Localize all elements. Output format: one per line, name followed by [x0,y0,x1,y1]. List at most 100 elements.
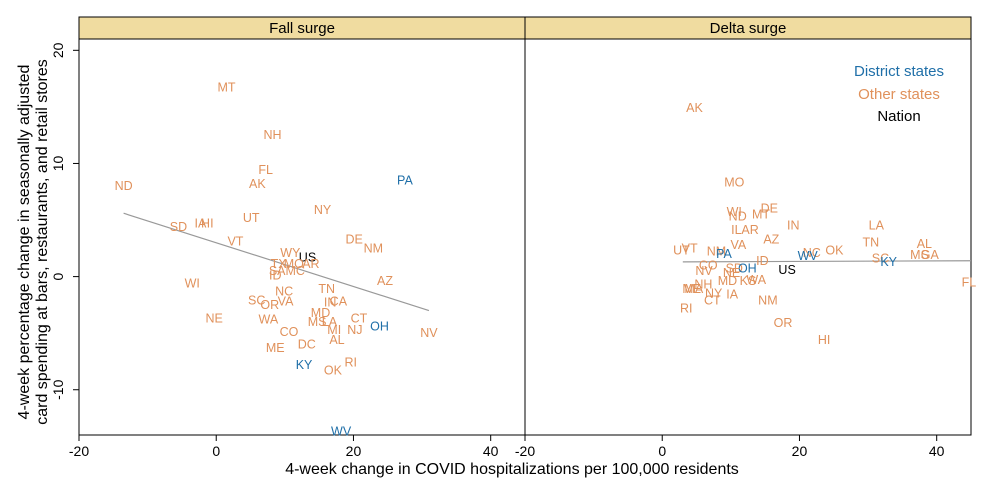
point-label-la: LA [322,315,338,329]
point-label-wa: WA [746,273,766,287]
legend: District states Other states Nation [854,63,944,125]
plot-area-fall [78,38,526,436]
x-tick-label: -20 [69,443,89,459]
point-label-ct: CT [351,311,368,325]
point-label-nh: NH [263,128,281,142]
point-label-ct: CT [704,293,721,307]
point-label-nj: NJ [347,323,362,337]
point-label-nc: NC [803,246,821,260]
point-label-nm: NM [364,241,383,255]
point-label-ma: MA [684,282,703,296]
point-label-tn: TN [862,236,879,250]
point-label-va: VA [278,294,294,308]
point-label-nv: NV [420,326,438,340]
point-label-mt: MT [217,81,235,95]
plot-area-delta [524,38,972,436]
point-label-sd: SD [170,220,187,234]
point-label-az: AZ [377,274,393,288]
y-axis-ticks: -10 0 10 20 [50,42,79,400]
point-label-wy: WY [280,246,301,260]
legend-district: District states [854,63,944,80]
point-label-al: AL [917,237,932,251]
point-label-nd: ND [729,210,747,224]
fit-line [682,260,972,263]
x-axis-ticks-delta: -20 0 20 40 [515,435,945,459]
point-label-wi: WI [727,205,742,219]
point-label-or: OR [774,316,793,330]
point-label-ky: KY [880,255,897,269]
point-label-wi: WI [185,276,200,290]
point-label-nm: NM [707,245,726,259]
point-label-vt: VT [682,241,698,255]
point-label-la: LA [869,219,885,233]
point-label-ut: UT [243,211,260,225]
point-label-mt: MT [752,207,770,221]
point-label-in: IN [324,296,337,310]
point-label-me: ME [266,341,285,355]
point-label-nh: NH [694,278,712,292]
point-label-hi: HI [818,333,831,347]
point-label-us: US [778,263,795,277]
point-label-ne: NE [723,266,740,280]
point-label-wv: WV [798,249,819,263]
point-label-ri: RI [680,301,693,315]
y-tick-label: 20 [50,42,66,58]
point-label-dc: DC [298,337,316,351]
x-tick-label: 40 [483,443,499,459]
point-label-ar: AR [741,223,758,237]
x-axis-ticks-fall: -20 0 20 40 [69,435,499,459]
point-label-ms: MS [308,315,327,329]
point-label-nv: NV [695,264,713,278]
panel-title-fall: Fall surge [269,20,335,37]
point-label-vt: VT [227,235,243,249]
point-label-us: US [299,250,316,264]
point-label-pa: PA [397,173,413,187]
point-label-mo: MO [284,257,304,271]
point-label-or: OR [260,298,279,312]
x-tick-label: 0 [212,443,220,459]
point-label-mo: MO [724,176,744,190]
point-label-ut: UT [673,244,690,258]
point-label-ri: RI [344,356,357,370]
point-label-nc: NC [275,284,293,298]
point-label-tn: TN [318,282,335,296]
point-label-ny: NY [705,287,723,301]
x-tick-label: -20 [515,443,535,459]
point-label-samc: SAMC [269,264,305,278]
x-axis-label: 4-week change in COVID hospitalizations … [285,461,739,478]
point-label-mi: MI [327,323,341,337]
x-tick-label: 20 [792,443,808,459]
point-label-nm: NM [758,293,777,307]
point-label-md: MD [718,274,737,288]
panel-title-delta: Delta surge [710,20,787,37]
point-label-ca: CA [330,294,348,308]
point-label-ok: OK [324,364,343,378]
point-label-co: CO [280,325,299,339]
point-label-in: IN [787,219,800,233]
point-label-nd: ND [115,179,133,193]
x-tick-label: 20 [346,443,362,459]
point-label-fl: FL [258,163,273,177]
point-label-ky: KY [296,358,313,372]
point-label-ks: KS [740,274,757,288]
y-tick-label: 10 [50,155,66,171]
point-label-de: DE [345,232,362,246]
point-label-az: AZ [763,232,779,246]
point-label-hi: HI [201,216,214,230]
point-label-tx: TX [271,257,288,271]
point-label-ia: IA [195,216,207,230]
point-label-sd: SD [726,262,743,276]
x-tick-label: 0 [658,443,666,459]
point-label-de: DE [761,202,778,216]
legend-nation: Nation [877,108,920,125]
point-label-ak: AK [686,101,703,115]
y-axis-label-line2: card spending at bars, restaurants, and … [34,59,51,425]
point-label-me: ME [682,282,701,296]
y-tick-label: -10 [50,379,66,399]
point-label-ga: GA [921,248,940,262]
point-label-wv: WV [331,425,352,439]
